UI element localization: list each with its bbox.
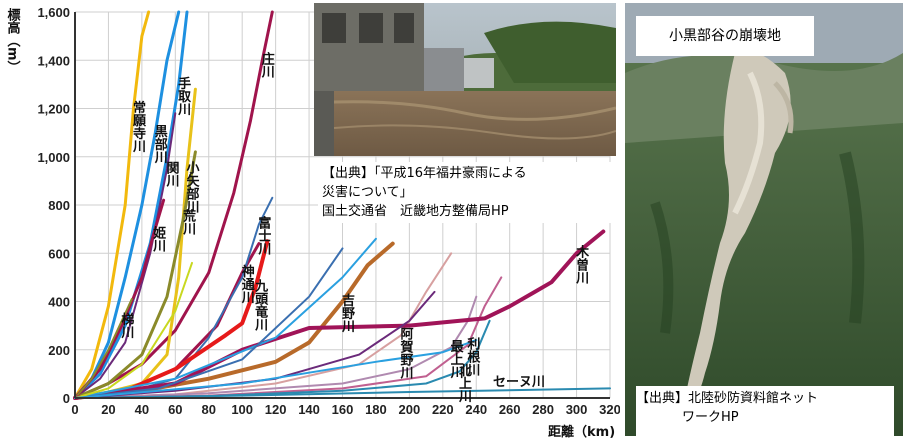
river-label: 小矢部川 [184,161,201,213]
landslide-title: 小黒部谷の崩壊地 [636,16,814,56]
river-label: 富士川 [255,216,272,256]
series-line-梯川 [74,298,133,399]
series-line-unlabeled-22 [74,290,436,399]
x-tick-label: 300 [566,402,588,417]
landslide-source-line-1: 【出典】北陸砂防資料館ネット [636,391,819,406]
axes [74,12,610,399]
series-lines [73,10,611,400]
x-axis-label: 距離（km) [548,424,615,439]
series-line-unlabeled-23 [74,339,478,399]
river-label: 庄川 [259,52,276,79]
river-label: 黒部川 [152,124,169,164]
x-tick-label: 200 [399,402,421,417]
x-tick-label: 320 [599,402,620,417]
landslide-source-line-2: ワークHP [682,410,739,425]
y-tick-label: 1,600 [37,5,70,20]
landslide-photo-source: 【出典】北陸砂防資料館ネット ワークHP [636,386,894,437]
river-label: 北上川 [456,363,473,402]
river-label: 木曽川 [573,245,590,285]
river-label: 九頭竜川 [252,279,269,331]
series-line-セーヌ川 [74,387,611,399]
river-label: 梯川 [118,312,135,339]
x-tick-label: 120 [265,402,287,417]
river-label: セーヌ川 [493,375,545,390]
x-tick-label: 100 [231,402,253,417]
river-label: 常願寺川 [130,100,147,153]
flood-photo [314,3,616,156]
flood-source-line-1: 【出典】「平成16年福井豪雨による [322,166,527,181]
river-label: 姫川 [150,225,167,252]
flood-photo-source: 【出典】「平成16年福井豪雨による 災害について」 国土交通省 近畿地方整備局H… [318,162,616,223]
series-line-unlabeled-20 [74,247,344,399]
x-tick-label: 280 [532,402,554,417]
y-tick-label: 0 [63,391,70,406]
river-label: 阿賀野川 [398,327,415,379]
series-line-荒川 [73,150,197,400]
y-axis-label: 標高（m） [5,7,22,73]
landslide-photo [625,3,903,436]
river-label: 手取川 [175,76,192,116]
x-tick-label: 180 [365,402,387,417]
y-tick-label: 800 [48,198,70,213]
river-label: 最上川 [448,339,465,378]
y-tick-label: 600 [48,246,70,261]
river-label: 神通川 [239,264,256,304]
x-tick-label: 40 [135,402,149,417]
x-tick-label: 140 [298,402,320,417]
y-tick-label: 1,400 [37,53,70,68]
series-line-常願寺川 [73,10,151,400]
flood-source-line-2: 災害について」 [322,185,413,200]
x-tick-label: 260 [499,402,521,417]
x-tick-label: 60 [168,402,182,417]
x-tick-label: 20 [101,402,115,417]
x-tick-label: 240 [465,402,487,417]
series-line-姫川 [73,198,166,400]
river-label: 吉野川 [339,294,356,333]
series-line-unlabeled-21 [74,261,193,399]
flood-source-line-3: 国土交通省 近畿地方整備局HP [322,204,509,219]
y-tick-label: 200 [48,343,70,358]
series-line-関川 [74,112,177,399]
river-label: 利根川 [464,336,481,376]
y-tick-label: 400 [48,295,70,310]
x-tick-label: 80 [202,402,216,417]
series-line-unlabeled-19 [74,237,377,399]
x-tick-label: 220 [432,402,454,417]
river-label: 荒川 [180,209,197,236]
tick-labels: 0 200 400 600 800 1,000 1,200 1,400 1,600 0 20 40 60… [37,5,620,417]
x-tick-label: 160 [332,402,354,417]
river-label: 関川 [163,161,180,187]
y-tick-label: 1,000 [37,150,70,165]
x-tick-label: 0 [71,402,78,417]
y-tick-label: 1,200 [37,102,70,117]
series-line-庄川 [73,10,274,400]
